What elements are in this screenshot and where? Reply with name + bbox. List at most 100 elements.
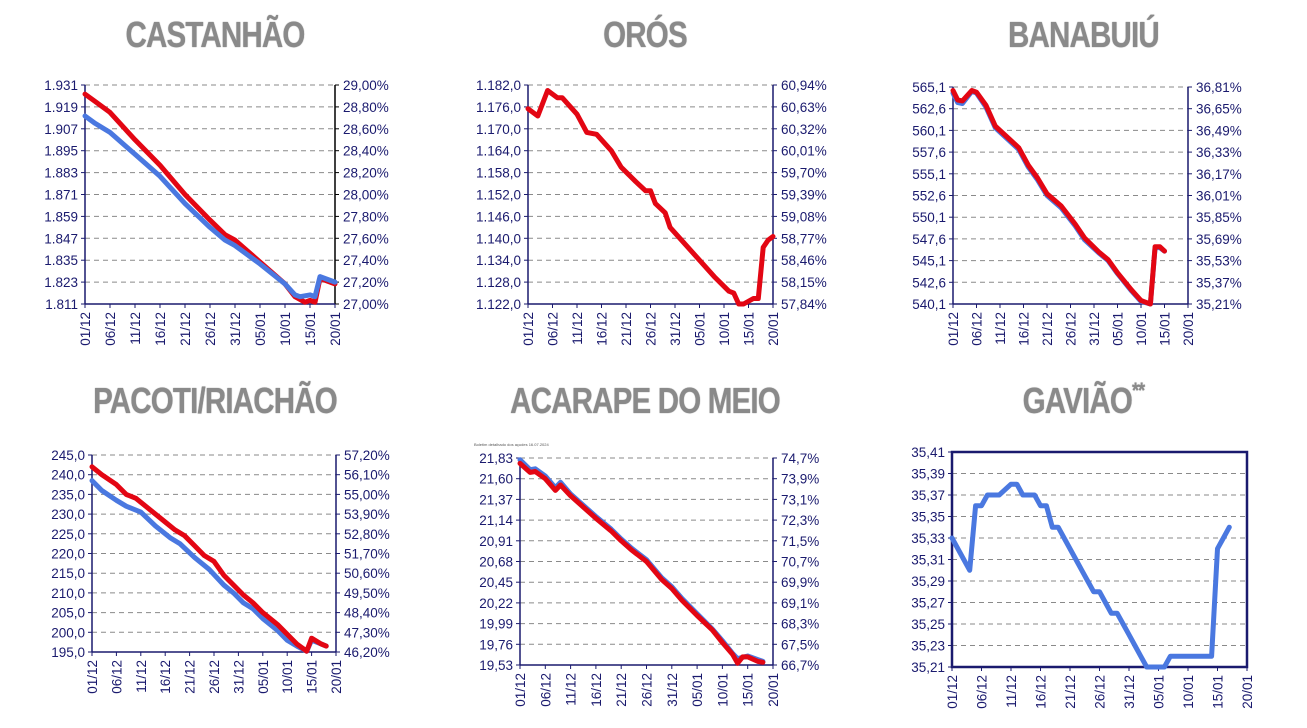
- line-chart: 1.931 29,00% 1.919 28,80% 1.907 28,60% 1.895 28…: [44, 78, 389, 346]
- y-tick-label-right: 46,20%: [344, 645, 390, 660]
- x-tick-label: 11/12: [1004, 675, 1019, 708]
- y-tick-label-right: 59,39%: [781, 188, 827, 203]
- y-tick-label-right: 56,10%: [344, 468, 390, 483]
- x-tick-label: 11/12: [993, 312, 1008, 345]
- series-line-red: [82, 91, 338, 305]
- x-tick-label: 31/12: [228, 312, 243, 346]
- y-tick-label-right: 53,90%: [344, 507, 390, 522]
- chart-title: CASTANHÃO: [125, 14, 305, 55]
- x-tick-label: 06/12: [975, 675, 990, 709]
- y-tick-label-right: 60,01%: [781, 144, 827, 159]
- line-chart: 21,83 74,7% 21,60 73,9% 21,37 73,1% 21,14 72,3%…: [479, 451, 819, 707]
- x-tick-label: 26/12: [644, 312, 659, 346]
- y-tick-label-right: 58,15%: [781, 275, 827, 290]
- y-tick-label-left: 215,0: [51, 566, 85, 581]
- x-tick-label: 11/12: [564, 673, 579, 706]
- x-tick-label: 15/01: [305, 660, 320, 694]
- y-tick-label-right: 27,40%: [343, 253, 389, 268]
- y-tick-label-left: 35,31: [911, 553, 945, 568]
- x-tick-label: 11/12: [134, 660, 149, 693]
- line-chart: 35,41 35,39 35,37 35,35 35,33 35,31 35,29 35,27…: [911, 445, 1255, 709]
- x-tick-label: 15/01: [303, 312, 318, 346]
- x-tick-label: 10/01: [717, 312, 732, 346]
- y-tick-label-left: 1.140,0: [476, 231, 521, 246]
- y-tick-label-right: 28,40%: [343, 144, 389, 159]
- chart-title: ACARAPE DO MEIO: [510, 380, 781, 421]
- y-tick-label-left: 235,0: [51, 487, 85, 502]
- y-tick-label-right: 57,20%: [344, 448, 390, 463]
- x-tick-label: 05/01: [256, 660, 271, 694]
- chart-title-footnote-mark: **: [1131, 378, 1145, 403]
- y-tick-label-right: 28,60%: [343, 122, 389, 137]
- x-tick-label: 10/01: [1134, 312, 1149, 346]
- y-tick-label-right: 36,81%: [1196, 80, 1242, 95]
- y-tick-label-left: 1.811: [45, 297, 78, 312]
- y-tick-label-right: 52,80%: [344, 527, 390, 542]
- y-tick-label-left: 1.176,0: [476, 100, 521, 115]
- y-tick-label-right: 27,60%: [343, 231, 389, 246]
- x-tick-label: 31/12: [665, 673, 680, 707]
- x-tick-label: 31/12: [1122, 675, 1137, 709]
- line-chart: 565,1 36,81% 562,6 36,65% 560,1 36,49% 557,6 36…: [912, 80, 1242, 346]
- chart-panel-gaviao: GAVIÃO** 35,41 35,39 35,37 35,35 35,33 35,31 3…: [860, 370, 1307, 723]
- x-tick-label: 21/12: [178, 312, 193, 346]
- y-tick-label-right: 48,40%: [344, 606, 390, 621]
- chart-title: ORÓS: [603, 14, 687, 55]
- y-tick-label-left: 565,1: [912, 80, 946, 95]
- y-tick-label-right: 73,1%: [781, 492, 819, 507]
- y-tick-label-left: 1.146,0: [476, 209, 521, 224]
- y-tick-label-left: 19,53: [479, 658, 513, 673]
- x-tick-label: 21/12: [1063, 675, 1078, 709]
- y-tick-label-left: 552,6: [912, 189, 946, 204]
- x-tick-label: 20/01: [1181, 312, 1196, 346]
- y-tick-label-left: 1.859: [44, 209, 78, 224]
- series-line-red: [89, 464, 329, 654]
- x-tick-label: 01/12: [946, 312, 961, 346]
- y-tick-label-right: 27,00%: [343, 297, 389, 312]
- y-tick-label-right: 36,65%: [1196, 102, 1242, 117]
- x-tick-label: 16/12: [158, 660, 173, 694]
- y-tick-label-right: 68,3%: [781, 617, 819, 632]
- y-tick-label-left: 21,83: [479, 451, 513, 466]
- x-tick-label: 20/01: [1240, 675, 1255, 709]
- y-tick-label-right: 59,70%: [781, 166, 827, 181]
- y-tick-label-left: 560,1: [912, 123, 946, 138]
- y-tick-label-left: 19,76: [479, 637, 513, 652]
- y-tick-label-left: 1.931: [44, 78, 78, 93]
- x-tick-label: 26/12: [207, 660, 222, 694]
- y-tick-label-left: 542,6: [912, 275, 946, 290]
- x-tick-label: 21/12: [619, 312, 634, 346]
- x-tick-label: 21/12: [1040, 312, 1055, 346]
- x-tick-label: 20/01: [328, 312, 343, 346]
- y-tick-label-right: 35,85%: [1196, 210, 1242, 225]
- series-line-blue: [950, 88, 1167, 307]
- y-tick-label-left: 35,37: [911, 488, 945, 503]
- x-tick-label: 06/12: [970, 312, 985, 346]
- series-line-blue: [89, 478, 329, 654]
- y-tick-label-right: 70,7%: [781, 555, 819, 570]
- y-tick-label-left: 35,29: [911, 574, 945, 589]
- y-tick-label-left: 1.158,0: [476, 166, 521, 181]
- y-tick-label-left: 21,14: [479, 513, 513, 528]
- y-tick-label-left: 1.134,0: [476, 253, 521, 268]
- y-tick-label-left: 35,35: [911, 510, 945, 525]
- x-tick-label: 20/01: [766, 673, 781, 707]
- x-tick-label: 15/01: [1158, 312, 1173, 346]
- x-tick-label: 15/01: [742, 312, 757, 346]
- y-tick-label-right: 27,20%: [343, 275, 389, 290]
- x-tick-label: 20/01: [329, 660, 344, 694]
- y-tick-label-left: 205,0: [51, 606, 85, 621]
- y-tick-label-left: 35,39: [911, 467, 945, 482]
- y-tick-label-left: 35,27: [911, 596, 945, 611]
- x-tick-label: 16/12: [595, 312, 610, 346]
- y-tick-label-right: 67,5%: [781, 637, 819, 652]
- x-tick-label: 16/12: [153, 312, 168, 346]
- y-tick-label-right: 28,00%: [343, 188, 389, 203]
- x-tick-label: 01/12: [85, 660, 100, 694]
- x-tick-label: 01/12: [521, 312, 536, 346]
- y-tick-label-left: 245,0: [51, 448, 85, 463]
- y-tick-label-left: 540,1: [912, 297, 946, 312]
- y-tick-label-left: 562,6: [912, 102, 946, 117]
- x-tick-label: 15/01: [1211, 675, 1226, 709]
- x-tick-label: 31/12: [231, 660, 246, 694]
